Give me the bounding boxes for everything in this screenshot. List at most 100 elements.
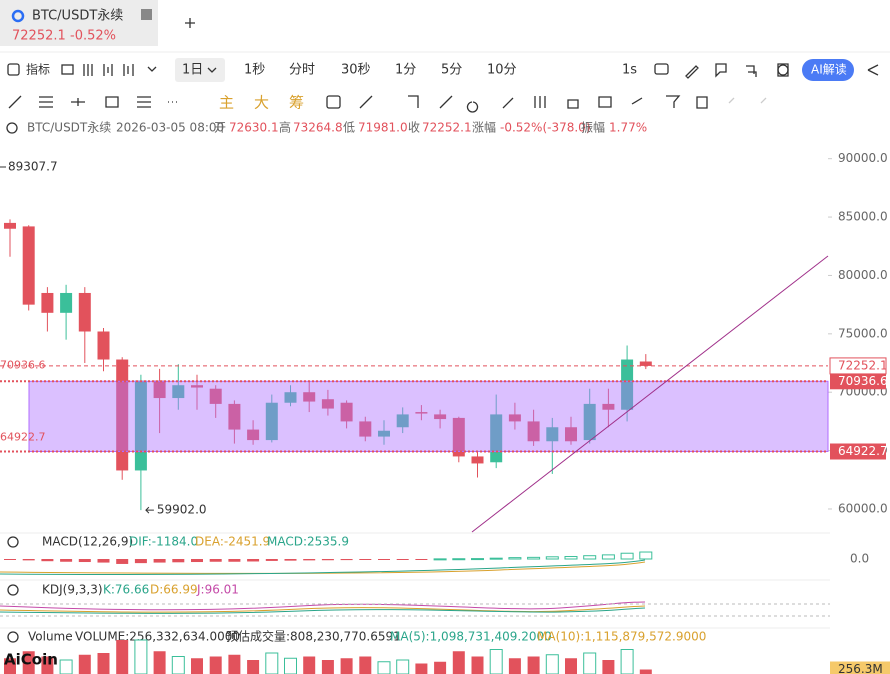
macd-bar bbox=[60, 559, 73, 562]
volume-bar bbox=[22, 651, 35, 674]
macd-dif-line bbox=[0, 559, 646, 576]
candle-body bbox=[396, 414, 409, 428]
info-value: -0.52%(-378.0) bbox=[500, 121, 591, 135]
kdj-j: J:96.01 bbox=[196, 583, 239, 597]
interval[interactable]: 5分 bbox=[441, 63, 462, 78]
collapse[interactable] bbox=[7, 631, 19, 643]
volume-bar bbox=[171, 656, 185, 674]
volume-bar bbox=[321, 660, 334, 674]
interval-active-bg bbox=[175, 58, 225, 82]
tab[interactable] bbox=[0, 0, 158, 46]
candle-body bbox=[508, 414, 521, 422]
macd-bar bbox=[415, 559, 428, 560]
ai-button[interactable] bbox=[802, 59, 854, 81]
logo: AiCoin bbox=[4, 651, 58, 669]
y-tick-label: 90000.0 bbox=[838, 151, 888, 165]
macd-title: MACD(12,26,9) bbox=[42, 535, 133, 549]
candle-body bbox=[303, 392, 316, 402]
info-value: 73264.8 bbox=[293, 121, 343, 135]
volume-bar bbox=[191, 658, 203, 674]
tab-icon bbox=[11, 9, 25, 23]
max-label: 89307.7 bbox=[8, 160, 58, 174]
candle-body bbox=[452, 417, 465, 457]
info-label: 低 bbox=[343, 121, 355, 135]
candle-body bbox=[78, 292, 91, 332]
collapse[interactable] bbox=[7, 536, 19, 548]
info-label: 高 bbox=[279, 120, 291, 135]
info-label: 收 bbox=[408, 121, 420, 135]
level-left-label: 70936.6 bbox=[0, 358, 46, 371]
kdj-d: D:66.99 bbox=[150, 583, 198, 597]
candle-body bbox=[191, 385, 203, 388]
y-tick-label: 80000.0 bbox=[838, 268, 888, 282]
candle-body bbox=[602, 403, 615, 410]
kdj-k: K:76.66 bbox=[103, 583, 149, 597]
share[interactable] bbox=[867, 64, 879, 76]
level-tag-label: 64922.7 bbox=[838, 444, 888, 458]
volume-bar bbox=[602, 660, 615, 674]
macd-value: MACD:2535.9 bbox=[267, 535, 349, 549]
volume-bar bbox=[489, 649, 503, 674]
macd-bar bbox=[265, 559, 278, 561]
interval-active[interactable]: 1日 bbox=[182, 63, 203, 78]
indicators[interactable]: 指标 bbox=[26, 62, 50, 77]
level-left-label: 64922.7 bbox=[0, 431, 46, 444]
macd-bar bbox=[359, 559, 372, 560]
interval[interactable]: 1秒 bbox=[244, 63, 265, 78]
info-value: 71981.0 bbox=[358, 121, 408, 135]
macd-bar bbox=[452, 558, 466, 561]
trend-line bbox=[471, 255, 829, 533]
add-tab[interactable] bbox=[185, 18, 195, 28]
volume-bar bbox=[78, 654, 91, 674]
macd-bar bbox=[191, 559, 203, 563]
interval[interactable]: 分时 bbox=[289, 63, 315, 78]
volume-bar bbox=[265, 652, 279, 674]
candle-body bbox=[434, 414, 447, 420]
info-date: 2026-03-05 08:00 bbox=[116, 121, 224, 135]
volume-bar bbox=[116, 640, 129, 674]
tab-close[interactable] bbox=[141, 9, 152, 20]
macd-bar bbox=[228, 559, 241, 562]
info-label: 振幅 bbox=[581, 120, 605, 135]
candle-body bbox=[4, 222, 16, 229]
macd-bar bbox=[78, 559, 91, 563]
tool-chips[interactable]: 筹 bbox=[289, 94, 304, 112]
level-zone bbox=[28, 380, 829, 453]
macd-bar bbox=[284, 559, 297, 561]
candle-body bbox=[22, 226, 35, 305]
candle-body bbox=[565, 427, 577, 442]
info-value: 1.77% bbox=[609, 121, 647, 135]
collapse[interactable] bbox=[7, 584, 19, 596]
macd-dif: DIF:-1184.0 bbox=[129, 535, 198, 549]
drawing-tools[interactable] bbox=[8, 95, 177, 109]
candle-body bbox=[60, 292, 73, 313]
drawing-tools-right[interactable] bbox=[326, 95, 767, 113]
speed[interactable]: 1s bbox=[622, 63, 637, 78]
collapse[interactable] bbox=[6, 122, 18, 134]
candle-body bbox=[621, 359, 634, 410]
macd-bar bbox=[545, 556, 559, 560]
macd-bar bbox=[471, 558, 484, 561]
volume-bar bbox=[303, 656, 316, 674]
level-tag bbox=[830, 443, 886, 460]
macd-bar bbox=[340, 559, 353, 561]
volume-bar bbox=[153, 651, 166, 674]
macd-bar bbox=[564, 556, 578, 560]
interval[interactable]: 1分 bbox=[395, 63, 416, 78]
interval[interactable]: 30秒 bbox=[341, 63, 371, 78]
volume-bar bbox=[565, 658, 577, 674]
tool-main[interactable]: 主 bbox=[219, 94, 234, 112]
macd-bar bbox=[41, 559, 54, 562]
toolbar-icons-right[interactable] bbox=[654, 63, 789, 79]
toolbar-icons[interactable] bbox=[61, 64, 157, 76]
candle-body bbox=[639, 361, 652, 366]
candle-body bbox=[172, 385, 185, 399]
interval[interactable]: 10分 bbox=[487, 63, 517, 78]
macd-bar bbox=[639, 551, 653, 560]
tool-big[interactable]: 大 bbox=[254, 94, 269, 112]
macd-bar bbox=[22, 559, 35, 561]
macd-bar bbox=[620, 552, 634, 560]
candle-body bbox=[583, 403, 596, 441]
volume-bar bbox=[284, 657, 297, 674]
